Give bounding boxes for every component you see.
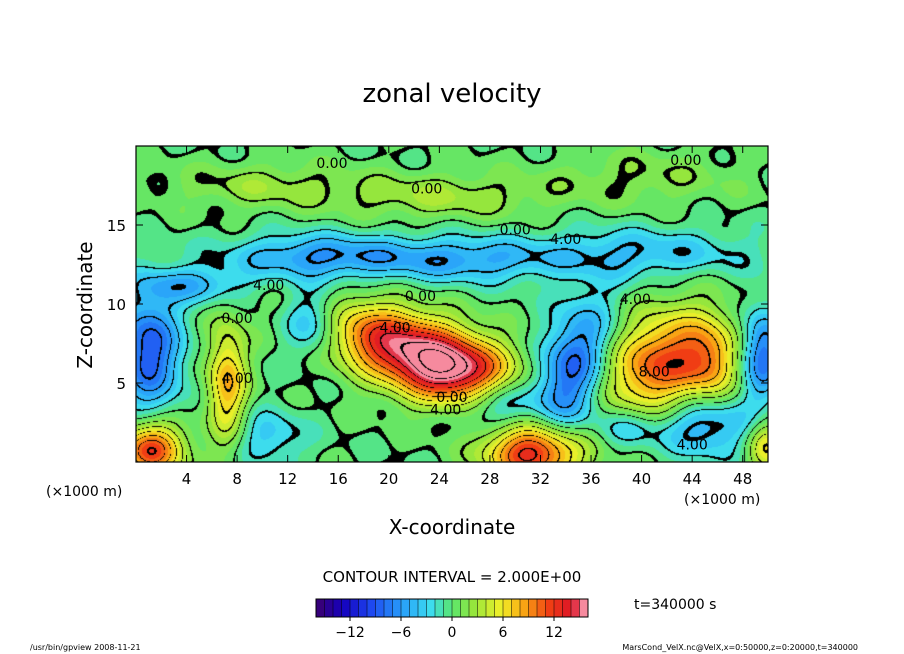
colorbar-swatch [460,599,470,617]
colorbar-swatch [401,599,410,617]
x-tick-label: 20 [379,470,398,488]
x-unit-right: (×1000 m) [684,492,760,508]
colorbar-swatch [477,599,487,617]
colorbar-swatch [503,599,512,617]
colorbar-swatch [375,599,385,617]
colorbar-swatch [554,599,563,617]
contour-label: 0.00 [670,153,701,169]
colorbar-tick-label: −6 [391,625,412,641]
x-tick-label: 32 [531,470,550,488]
footer-left: /usr/bin/gpview 2008-11-21 [30,643,141,652]
chart-title: zonal velocity [362,79,541,109]
colorbar-swatch [579,599,589,617]
y-tick-label: 5 [116,375,126,393]
colorbar-swatch [435,599,444,617]
contour-label: 4.00 [222,371,253,387]
colorbar [315,598,589,618]
time-label: t=340000 s [634,597,716,613]
colorbar-swatch [384,599,393,617]
colorbar-swatch [341,599,351,617]
colorbar-swatch [452,599,461,617]
contour-labels: 0.000.000.000.004.004.000.00 4.000.004.00… [222,153,708,453]
colorbar-swatch [494,599,504,617]
colorbar-swatch [537,599,546,617]
x-tick-label: 16 [329,470,348,488]
contour-label: 8.00 [639,365,670,381]
contour-label: 0.00 [222,311,253,327]
y-tick-label: 10 [107,296,126,314]
colorbar-swatch [443,599,453,617]
x-tick-label: 4 [182,470,192,488]
heatmap-area [136,146,768,462]
x-tick-label: 40 [632,470,651,488]
y-axis-title: Z-coordinate [73,241,97,368]
colorbar-swatch [409,599,419,617]
colorbar-swatch [316,599,325,617]
x-tick-label: 24 [430,470,449,488]
x-tick-label: 12 [278,470,297,488]
contour-label: 0.00 [411,181,442,197]
colorbar-swatch [418,599,427,617]
colorbar-swatch [324,599,334,617]
contour-label: 4.00 [380,320,411,336]
contour-label: 0.00 [405,289,436,305]
x-tick-label: 44 [683,470,702,488]
colorbar-tick-label: −12 [335,625,365,641]
y-tick-label: 15 [107,217,126,235]
colorbar-swatch [367,599,376,617]
contour-label: 0.00 [436,390,467,406]
contour-label: 0.00 [500,222,531,238]
x-tick-label: 8 [232,470,242,488]
contour-label: 4.00 [253,278,284,294]
colorbar-swatch [571,599,580,617]
colorbar-swatch [333,599,342,617]
colorbar-swatch [511,599,521,617]
colorbar-swatch [562,599,572,617]
footer-right: MarsCond_VelX.nc@VelX,x=0:50000,z=0:2000… [622,643,858,652]
colorbar-swatch [528,599,538,617]
colorbar-swatch [350,599,359,617]
x-axis: 4 8 12 16 20 24 28 32 36 40 44 48 [182,146,752,488]
colorbar-swatch [392,599,402,617]
colorbar-swatch [426,599,436,617]
x-tick-label: 28 [480,470,499,488]
colorbar-tick-label: 12 [545,625,563,641]
contour-label: 4.00 [620,292,651,308]
contour-label: 4.00 [430,403,461,419]
contour-label: 4.00 [677,437,708,453]
contour-label: 0.00 [316,156,347,172]
colorbar-tick-label: 0 [448,625,457,641]
colorbar-swatch [469,599,478,617]
x-axis-title: X-coordinate [389,515,516,539]
colorbar-swatch [486,599,495,617]
y-axis: 5 10 15 [107,217,768,393]
x-tick-label: 36 [581,470,600,488]
colorbar-swatch [358,599,368,617]
x-tick-label: 48 [733,470,752,488]
colorbar-tick-label: 6 [499,625,508,641]
contour-label: 4.00 [550,232,581,248]
contour-interval: CONTOUR INTERVAL = 2.000E+00 [323,568,582,586]
x-unit-left: (×1000 m) [46,484,122,500]
colorbar-swatch [545,599,555,617]
colorbar-swatch [520,599,529,617]
colorbar-ticks: −12 −6 0 6 12 [335,617,563,641]
